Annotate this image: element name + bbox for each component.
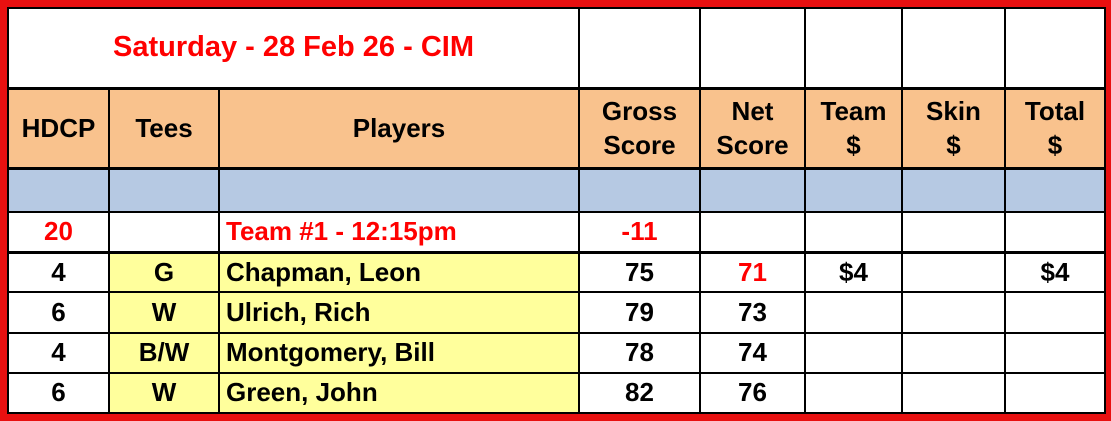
band-cell (7, 167, 110, 214)
tees-cell: G (108, 251, 220, 294)
team-money-cell (804, 331, 903, 374)
player-row: 4 G Chapman, Leon 75 71 $4 $4 (7, 251, 1106, 294)
band-cell (699, 167, 806, 214)
player-name-cell: Green, John (218, 371, 580, 415)
team-money-cell (804, 211, 903, 254)
band-cell (108, 167, 220, 214)
team-hdcp-cell: 20 (7, 211, 110, 254)
hdcp-cell: 6 (7, 291, 110, 334)
team-money-cell (804, 291, 903, 334)
team-skin-cell (901, 211, 1006, 254)
tees-cell: W (108, 371, 220, 415)
skin-money-cell (901, 251, 1006, 294)
team-net-cell (699, 211, 806, 254)
net-score-cell: 73 (699, 291, 806, 334)
header-skin-money: Skin $ (901, 87, 1006, 171)
player-row: 6 W Green, John 82 76 (7, 371, 1106, 415)
header-row: HDCP Tees Players Gross Score Net Score … (7, 87, 1106, 171)
skin-money-cell (901, 291, 1006, 334)
header-gross-score: Gross Score (578, 87, 701, 171)
band-cell (901, 167, 1006, 214)
player-row: 4 B/W Montgomery, Bill 78 74 (7, 331, 1106, 374)
hdcp-cell: 4 (7, 331, 110, 374)
band-cell (804, 167, 903, 214)
net-score-cell: 71 (699, 251, 806, 294)
golf-scorecard-table: Saturday - 28 Feb 26 - CIM HDCP Tees Pla… (7, 6, 1106, 415)
header-net-score: Net Score (699, 87, 806, 171)
total-money-cell: $4 (1004, 251, 1106, 294)
hdcp-cell: 6 (7, 371, 110, 415)
band-cell (578, 167, 701, 214)
team-money-cell: $4 (804, 251, 903, 294)
gross-score-cell: 82 (578, 371, 701, 415)
player-name-cell: Chapman, Leon (218, 251, 580, 294)
event-title: Saturday - 28 Feb 26 - CIM (7, 6, 580, 90)
net-score-cell: 74 (699, 331, 806, 374)
title-row-empty-gross (578, 6, 701, 90)
header-total-money: Total $ (1004, 87, 1106, 171)
header-tees: Tees (108, 87, 220, 171)
header-team-money: Team $ (804, 87, 903, 171)
band-cell (218, 167, 580, 214)
band-cell (1004, 167, 1106, 214)
header-players: Players (218, 87, 580, 171)
skin-money-cell (901, 331, 1006, 374)
team-label-cell: Team #1 - 12:15pm (218, 211, 580, 254)
total-money-cell (1004, 331, 1106, 374)
team-row: 20 Team #1 - 12:15pm -11 (7, 211, 1106, 254)
title-row-empty-total (1004, 6, 1106, 90)
title-row-empty-team (804, 6, 903, 90)
gross-score-cell: 79 (578, 291, 701, 334)
tees-cell: B/W (108, 331, 220, 374)
gross-score-cell: 78 (578, 331, 701, 374)
title-row-empty-net (699, 6, 806, 90)
team-money-cell (804, 371, 903, 415)
player-name-cell: Ulrich, Rich (218, 291, 580, 334)
tees-cell: W (108, 291, 220, 334)
title-row: Saturday - 28 Feb 26 - CIM (7, 6, 1106, 90)
total-money-cell (1004, 371, 1106, 415)
gross-score-cell: 75 (578, 251, 701, 294)
team-gross-cell: -11 (578, 211, 701, 254)
team-total-cell (1004, 211, 1106, 254)
header-hdcp: HDCP (7, 87, 110, 171)
player-name-cell: Montgomery, Bill (218, 331, 580, 374)
player-row: 6 W Ulrich, Rich 79 73 (7, 291, 1106, 334)
title-row-empty-skin (901, 6, 1006, 90)
separator-band-row (7, 167, 1106, 214)
hdcp-cell: 4 (7, 251, 110, 294)
net-score-cell: 76 (699, 371, 806, 415)
team-tees-cell (108, 211, 220, 254)
skin-money-cell (901, 371, 1006, 415)
total-money-cell (1004, 291, 1106, 334)
